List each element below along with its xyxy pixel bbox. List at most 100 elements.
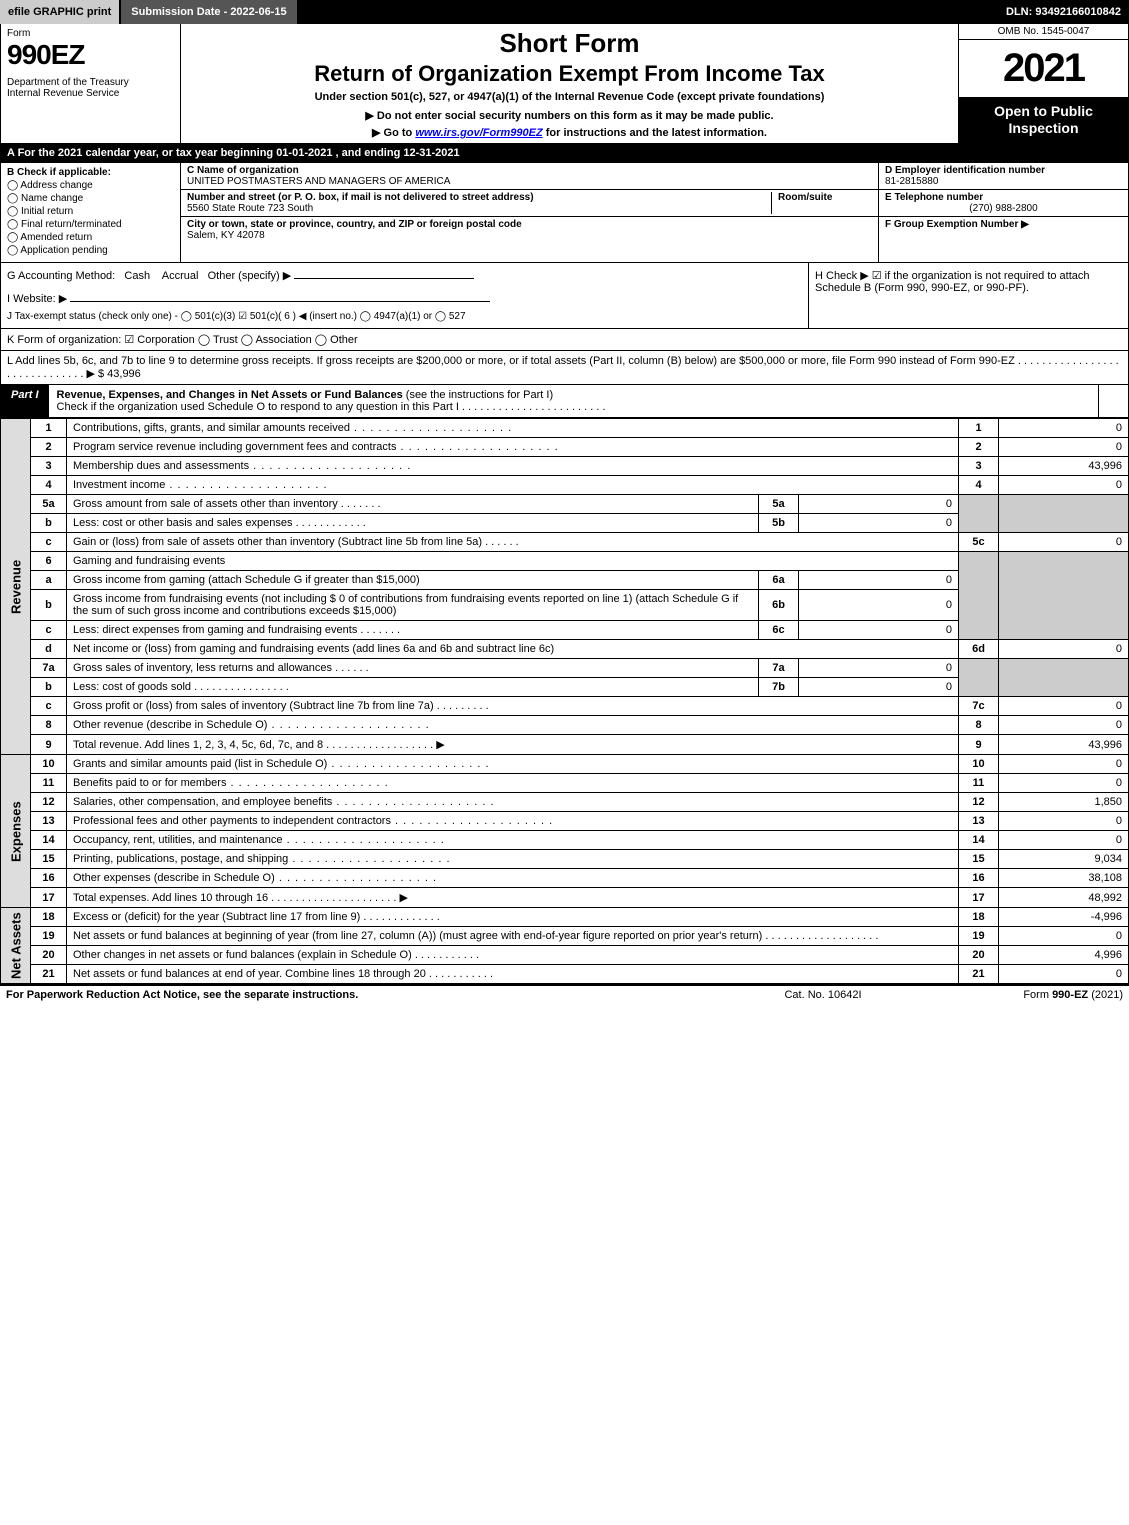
footer-cat: Cat. No. 10642I (723, 989, 923, 1001)
ssn-note: ▶ Do not enter social security numbers o… (191, 109, 948, 122)
line-7a-mv: 0 (799, 659, 959, 678)
part-1-tag: Part I (1, 385, 49, 417)
line-19-desc: Net assets or fund balances at beginning… (67, 927, 959, 946)
chk-initial-return[interactable]: ◯ Initial return (7, 206, 174, 217)
line-7b-mn: 7b (759, 678, 799, 697)
line-6-num: 6 (31, 552, 67, 571)
line-6d-val: 0 (999, 640, 1129, 659)
shade-6v (999, 552, 1129, 640)
short-form-title: Short Form (191, 28, 948, 59)
side-netassets: Net Assets (1, 908, 31, 984)
line-6c-mv: 0 (799, 621, 959, 640)
line-7c-desc: Gross profit or (loss) from sales of inv… (67, 697, 959, 716)
footer-left: For Paperwork Reduction Act Notice, see … (6, 989, 723, 1001)
chk-amended-return[interactable]: ◯ Amended return (7, 232, 174, 243)
line-15-desc: Printing, publications, postage, and shi… (67, 850, 959, 869)
chk-final-return[interactable]: ◯ Final return/terminated (7, 219, 174, 230)
ein-value: 81-2815880 (885, 176, 1122, 187)
part-1-checkbox[interactable] (1098, 385, 1128, 417)
line-12-rnum: 12 (959, 793, 999, 812)
line-3-num: 3 (31, 457, 67, 476)
line-18-val: -4,996 (999, 908, 1129, 927)
address-cell: Number and street (or P. O. box, if mail… (181, 190, 878, 217)
line-7c-rnum: 7c (959, 697, 999, 716)
line-6d-desc: Net income or (loss) from gaming and fun… (67, 640, 959, 659)
line-6b-mn: 6b (759, 590, 799, 621)
line-4-val: 0 (999, 476, 1129, 495)
line-18-desc: Excess or (deficit) for the year (Subtra… (67, 908, 959, 927)
line-17-val: 48,992 (999, 888, 1129, 908)
header-center: Short Form Return of Organization Exempt… (181, 24, 958, 143)
line-21-desc: Net assets or fund balances at end of ye… (67, 965, 959, 984)
irs-link[interactable]: www.irs.gov/Form990EZ (415, 127, 542, 139)
efile-print-button[interactable]: efile GRAPHIC print (0, 0, 121, 24)
line-21-val: 0 (999, 965, 1129, 984)
line-7a-desc: Gross sales of inventory, less returns a… (67, 659, 759, 678)
line-5a-mv: 0 (799, 495, 959, 514)
line-18-num: 18 (31, 908, 67, 927)
line-8-val: 0 (999, 716, 1129, 735)
line-14-rnum: 14 (959, 831, 999, 850)
shade-7 (959, 659, 999, 697)
city-value: Salem, KY 42078 (187, 230, 872, 241)
chk-address-change[interactable]: ◯ Address change (7, 180, 174, 191)
form-number: 990EZ (7, 39, 174, 71)
goto-note: ▶ Go to www.irs.gov/Form990EZ for instru… (191, 126, 948, 139)
line-8-desc: Other revenue (describe in Schedule O) (67, 716, 959, 735)
line-6b-desc: Gross income from fundraising events (no… (67, 590, 759, 621)
return-title: Return of Organization Exempt From Incom… (191, 61, 948, 87)
line-5b-mn: 5b (759, 514, 799, 533)
line-5b-num: b (31, 514, 67, 533)
line-1-num: 1 (31, 419, 67, 438)
line-10-desc: Grants and similar amounts paid (list in… (67, 755, 959, 774)
line-2-val: 0 (999, 438, 1129, 457)
chk-application-pending[interactable]: ◯ Application pending (7, 245, 174, 256)
line-5a-mn: 5a (759, 495, 799, 514)
submission-date: Submission Date - 2022-06-15 (121, 0, 296, 24)
g-i-block: G Accounting Method: Cash Accrual Other … (1, 263, 808, 328)
line-17-desc: Total expenses. Add lines 10 through 16 … (67, 888, 959, 908)
part-1-header: Part I Revenue, Expenses, and Changes in… (0, 385, 1129, 418)
column-d: D Employer identification number 81-2815… (878, 163, 1128, 262)
line-6d-rnum: 6d (959, 640, 999, 659)
side-revenue: Revenue (1, 419, 31, 755)
line-13-desc: Professional fees and other payments to … (67, 812, 959, 831)
room-label: Room/suite (778, 192, 872, 203)
line-5a-desc: Gross amount from sale of assets other t… (67, 495, 759, 514)
line-12-num: 12 (31, 793, 67, 812)
line-3-rnum: 3 (959, 457, 999, 476)
line-1-rnum: 1 (959, 419, 999, 438)
line-5c-desc: Gain or (loss) from sale of assets other… (67, 533, 959, 552)
line-15-val: 9,034 (999, 850, 1129, 869)
telephone-label: E Telephone number (885, 192, 1122, 203)
column-b: B Check if applicable: ◯ Address change … (1, 163, 181, 262)
form-of-organization: K Form of organization: ☑ Corporation ◯ … (0, 329, 1129, 351)
line-16-desc: Other expenses (describe in Schedule O) (67, 869, 959, 888)
line-5c-num: c (31, 533, 67, 552)
line-6d-num: d (31, 640, 67, 659)
chk-name-change[interactable]: ◯ Name change (7, 193, 174, 204)
line-2-rnum: 2 (959, 438, 999, 457)
h-block: H Check ▶ ☑ if the organization is not r… (808, 263, 1128, 328)
line-15-rnum: 15 (959, 850, 999, 869)
line-1-desc: Contributions, gifts, grants, and simila… (67, 419, 959, 438)
check-if-applicable-label: B Check if applicable: (7, 167, 174, 178)
org-name-cell: C Name of organization UNITED POSTMASTER… (181, 163, 878, 190)
line-14-val: 0 (999, 831, 1129, 850)
header-left: Form 990EZ Department of the Treasury In… (1, 24, 181, 143)
address-label: Number and street (or P. O. box, if mail… (187, 192, 765, 203)
line-21-num: 21 (31, 965, 67, 984)
column-c: C Name of organization UNITED POSTMASTER… (181, 163, 878, 262)
city-cell: City or town, state or province, country… (181, 217, 878, 243)
line-5b-desc: Less: cost or other basis and sales expe… (67, 514, 759, 533)
line-11-rnum: 11 (959, 774, 999, 793)
line-20-num: 20 (31, 946, 67, 965)
telephone-value: (270) 988-2800 (885, 203, 1122, 214)
city-label: City or town, state or province, country… (187, 219, 872, 230)
org-name-label: C Name of organization (187, 165, 872, 176)
line-10-val: 0 (999, 755, 1129, 774)
line-11-val: 0 (999, 774, 1129, 793)
line-9-rnum: 9 (959, 735, 999, 755)
line-7c-num: c (31, 697, 67, 716)
line-16-rnum: 16 (959, 869, 999, 888)
